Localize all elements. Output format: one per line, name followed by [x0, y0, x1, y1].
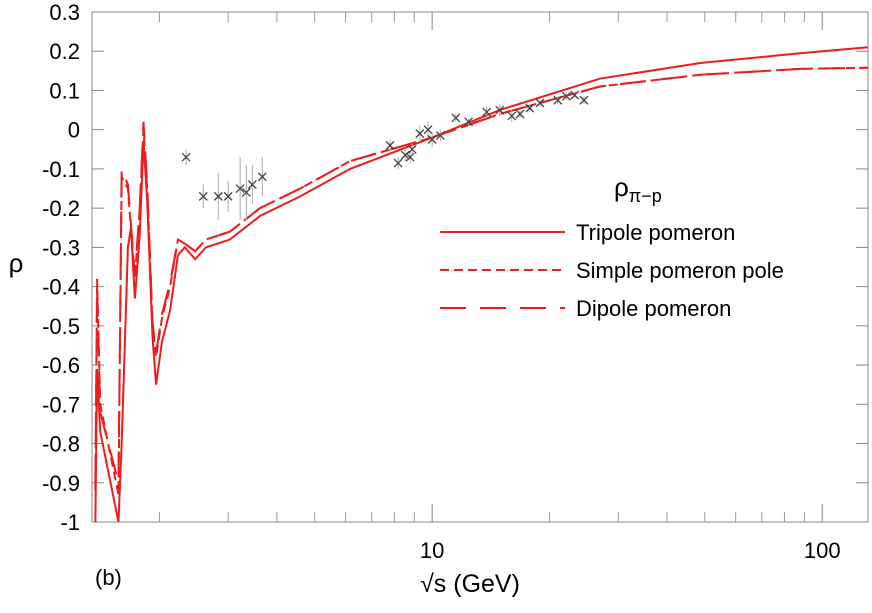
data-point — [415, 129, 425, 139]
data-point — [393, 158, 403, 168]
data-point — [405, 152, 415, 162]
x-tick-label: 100 — [804, 538, 841, 563]
data-point — [435, 131, 445, 141]
y-tick-label: -0.4 — [42, 275, 80, 300]
annotation: (b) — [95, 565, 122, 590]
data-point — [515, 109, 525, 119]
data-point — [553, 95, 563, 105]
y-tick-label: -0.5 — [42, 314, 80, 339]
y-tick-label: 0 — [68, 118, 80, 143]
y-tick-label: -0.2 — [42, 196, 80, 221]
data-point — [407, 144, 417, 154]
data-point — [482, 107, 492, 117]
data-point — [507, 111, 517, 121]
data-point — [423, 125, 433, 135]
data-point — [385, 140, 395, 150]
plot-frame — [91, 11, 869, 523]
data-point — [257, 172, 267, 182]
data-point — [562, 91, 571, 101]
y-tick-label: -0.8 — [42, 432, 80, 457]
data-point — [570, 90, 580, 100]
series-line — [94, 66, 868, 495]
data-point — [213, 191, 223, 201]
data-point — [241, 188, 251, 197]
data-point — [535, 98, 545, 108]
data-point — [198, 191, 208, 201]
y-tick-label: -1 — [60, 510, 80, 535]
y-tick-label: -0.6 — [42, 353, 80, 378]
y-tick-label: -0.9 — [42, 471, 80, 496]
y-tick-label: -0.1 — [42, 157, 80, 182]
data-point — [181, 152, 191, 162]
x-axis-label: √s (GeV) — [420, 570, 520, 598]
data-point — [579, 95, 589, 105]
data-point — [223, 191, 233, 201]
data-point — [451, 113, 461, 123]
data-point — [235, 184, 245, 193]
legend-label: Tripole pomeron — [576, 220, 735, 245]
y-axis-label: ρ — [9, 248, 24, 278]
series-line — [94, 46, 868, 522]
data-point — [400, 150, 410, 160]
y-tick-label: -0.3 — [42, 235, 80, 260]
data-point — [495, 105, 505, 115]
data-point — [525, 103, 535, 113]
legend-title-main: ρ — [614, 172, 629, 202]
legend-title-sub: π−p — [629, 186, 662, 206]
legend-title: ρπ−p — [614, 172, 662, 206]
y-tick-label: 0.3 — [49, 0, 80, 25]
data-point — [427, 135, 437, 144]
legend-label: Dipole pomeron — [576, 296, 731, 321]
data-point — [464, 117, 474, 127]
y-tick-label: -0.7 — [42, 392, 80, 417]
legend-label: Simple pomeron pole — [576, 258, 784, 283]
y-tick-label: 0.2 — [49, 39, 80, 64]
y-tick-label: 0.1 — [49, 78, 80, 103]
x-tick-label: 10 — [420, 538, 444, 563]
data-point — [247, 180, 257, 190]
